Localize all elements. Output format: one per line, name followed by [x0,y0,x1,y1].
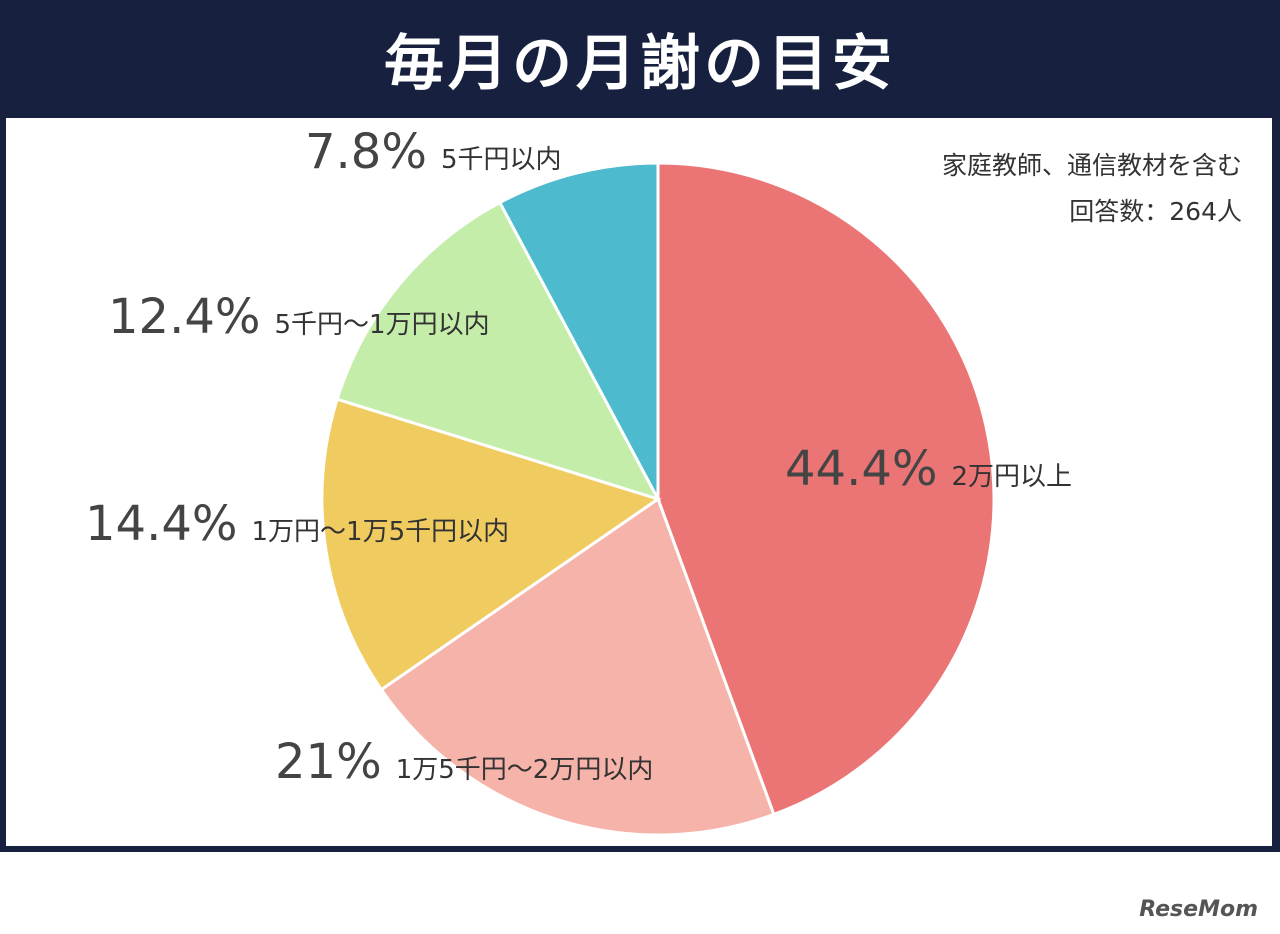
chart-title: 毎月の月謝の目安 [384,28,896,99]
slice-percent-4: 12.4% [108,289,260,345]
pie-slice-2 [379,496,776,837]
pie-slice-1 [656,161,996,817]
slice-category-1: 2万円以上 [951,462,1072,492]
slice-percent-1: 44.4% [785,441,937,497]
pie-slice-5 [497,161,660,500]
resemom-logo: ReseMom [1139,897,1258,922]
slice-category-3: 1万円〜1万5千円以内 [251,517,509,547]
slice-category-2: 1万5千円〜2万円以内 [396,755,654,785]
slice-category-4: 5千円〜1万円以内 [274,310,489,340]
slice-label-3: 14.4% 1万円〜1万5千円以内 [85,496,509,552]
pie-slice-3 [320,397,662,692]
sample-note: 家庭教師、通信教材を含む [941,151,1242,180]
pie-chart: 44.4% 2万円以上 21% 1万5千円〜2万円以内 14.4% 1万円〜1万5千円以内… [85,124,1072,837]
slice-label-4: 12.4% 5千円〜1万円以内 [108,289,490,345]
slice-label-5: 7.8% 5千円以内 [305,124,562,180]
slice-percent-2: 21% [275,734,382,790]
slice-percent-5: 7.8% [305,124,427,180]
slice-label-1: 44.4% 2万円以上 [785,441,1072,497]
slice-percent-3: 14.4% [85,496,237,552]
slice-category-5: 5千円以内 [441,145,562,175]
slice-label-2: 21% 1万5千円〜2万円以内 [275,734,653,790]
pie-slice-4 [335,200,662,502]
respondent-count: 回答数：264人 [1069,197,1242,226]
